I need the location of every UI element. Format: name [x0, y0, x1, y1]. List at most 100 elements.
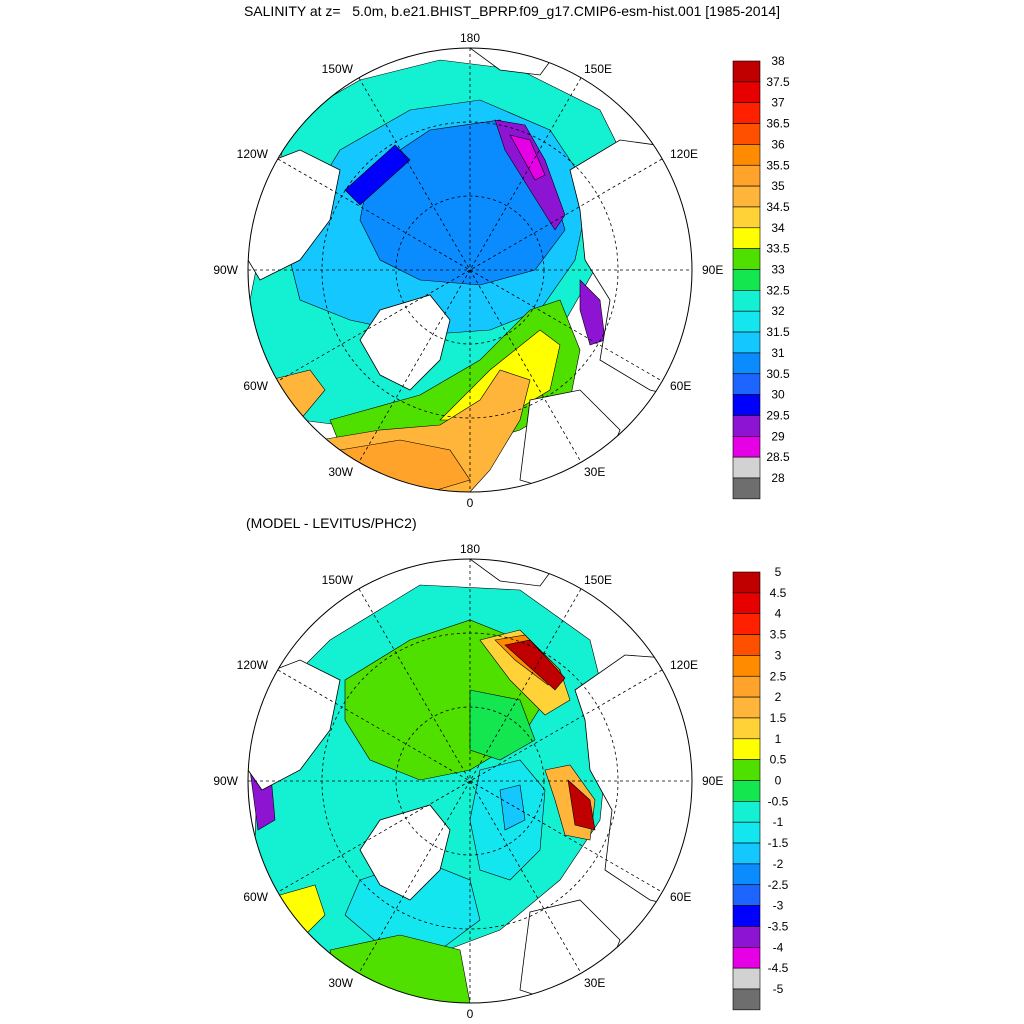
colorbar-swatch: [732, 613, 761, 635]
colorbar-swatch: [732, 780, 761, 802]
colorbar-swatch: [732, 655, 761, 677]
lon-label-180: 180: [460, 31, 480, 45]
colorbar-label: 29: [771, 429, 785, 443]
colorbar-label: 38: [771, 54, 785, 68]
colorbar-label: 0: [775, 774, 782, 788]
colorbar-swatch: [732, 696, 761, 719]
colorbar-label: 37.5: [766, 75, 790, 89]
lon-label-120w: 120W: [237, 658, 269, 672]
colorbar-swatch: [732, 675, 761, 698]
map-boundary-circle: [247, 558, 693, 1004]
colorbar-label: -4.5: [768, 961, 789, 975]
colorbar-label: 30.5: [766, 367, 790, 381]
colorbar-label: 32.5: [766, 283, 790, 297]
lon-label-60w: 60W: [243, 379, 268, 393]
difference-field: [248, 559, 692, 1003]
colorbar-swatch: [732, 123, 761, 145]
colorbar-label: 1: [775, 732, 782, 746]
colorbar-swatch: [732, 60, 761, 83]
colorbar-label: -5: [773, 982, 784, 996]
colorbar-swatch: [732, 310, 761, 333]
colorbar-label: 30: [771, 388, 785, 402]
lon-label-30w: 30W: [328, 976, 353, 990]
salinity-field: [248, 48, 692, 492]
colorbar-swatch: [732, 842, 761, 865]
colorbar-swatch: [732, 738, 761, 760]
lon-label-30e: 30E: [584, 465, 605, 479]
colorbar-label: 3.5: [770, 628, 787, 642]
colorbar-label: 2: [775, 690, 782, 704]
salinity-difference-map: 180 0 90W 90E 150W 120W 150E 120E 60W 30…: [213, 542, 788, 1021]
colorbar-swatch: [732, 248, 761, 270]
colorbar-label: 4: [775, 607, 782, 621]
colorbar-label: 3: [775, 648, 782, 662]
colorbar-swatch: [732, 884, 761, 906]
colorbar-swatch: [732, 435, 761, 458]
colorbar-swatch: [732, 331, 761, 354]
colorbar-label: -1: [773, 815, 784, 829]
colorbar-swatch: [732, 717, 761, 740]
colorbar-label: 5: [775, 565, 782, 579]
map-boundary-circle: [247, 47, 693, 493]
colorbar-swatch: [732, 185, 761, 208]
panel-subtitle: (MODEL - LEVITUS/PHC2): [246, 515, 417, 531]
lon-label-0: 0: [467, 496, 474, 510]
colorbar-label: 29.5: [766, 408, 790, 422]
lon-label-90e: 90E: [702, 774, 723, 788]
colorbar-label: 31.5: [766, 325, 790, 339]
colorbar-label: 34: [771, 221, 785, 235]
colorbar-swatch: [732, 269, 761, 291]
colorbar-label: 28: [771, 471, 785, 485]
colorbar-swatch: [732, 801, 761, 823]
colorbar-label: -4: [773, 940, 784, 954]
colorbar-swatch: [732, 571, 761, 594]
colorbar-label: -3: [773, 899, 784, 913]
colorbar-swatch: [732, 592, 761, 614]
colorbar-swatch: [732, 946, 761, 969]
colorbar-label: 1.5: [770, 711, 787, 725]
colorbar-swatch: [732, 456, 761, 479]
salinity-map: 180 0 90W 90E 150W 120W 150E 120E 60W 30…: [213, 31, 790, 510]
lon-label-150w: 150W: [322, 62, 354, 76]
colorbar-label: -0.5: [768, 794, 789, 808]
longitude-labels: 180 0 90W 90E 150W 120W 150E 120E 60W 30…: [213, 542, 723, 1021]
colorbar-swatch: [732, 144, 761, 166]
colorbar-swatch: [732, 206, 761, 229]
colorbar-label: 32: [771, 304, 785, 318]
salinity-colorbar: 38 37.5 37 36.5 36 35.5 35 34.5 34 33.5 33 32.5 32 31…: [732, 54, 790, 500]
colorbar-swatch: [732, 821, 761, 844]
lon-label-120e: 120E: [670, 147, 698, 161]
colorbar-swatch: [732, 415, 761, 437]
lon-label-120e: 120E: [670, 658, 698, 672]
colorbar-label: 2.5: [770, 669, 787, 683]
colorbar-swatch: [732, 227, 761, 249]
colorbar-swatch: [732, 759, 761, 781]
colorbar-label: 35.5: [766, 158, 790, 172]
figure-title: SALINITY at z= 5.0m, b.e21.BHIST_BPRP.f0…: [243, 3, 781, 19]
lon-label-90e: 90E: [702, 263, 723, 277]
colorbar-swatch: [732, 352, 761, 375]
lon-label-60e: 60E: [670, 890, 691, 904]
colorbar-label: -2.5: [768, 878, 789, 892]
colorbar-label: 34.5: [766, 200, 790, 214]
lon-label-30w: 30W: [328, 465, 353, 479]
colorbar-swatch: [732, 373, 761, 395]
lon-label-60w: 60W: [243, 890, 268, 904]
colorbar-swatch: [732, 988, 761, 1011]
lon-label-90w: 90W: [213, 263, 238, 277]
lon-label-120w: 120W: [237, 147, 269, 161]
lon-label-150e: 150E: [584, 62, 612, 76]
lon-label-60e: 60E: [670, 379, 691, 393]
colorbar-label: -2: [773, 857, 784, 871]
colorbar-label: 28.5: [766, 450, 790, 464]
colorbar-label: 36: [771, 137, 785, 151]
colorbar-label: 33: [771, 263, 785, 277]
lon-label-150w: 150W: [322, 573, 354, 587]
lon-label-30e: 30E: [584, 976, 605, 990]
colorbar-swatch: [732, 863, 761, 886]
colorbar-label: 37: [771, 96, 785, 110]
colorbar-swatch: [732, 926, 761, 948]
colorbar-label: 36.5: [766, 117, 790, 131]
colorbar-label: 33.5: [766, 242, 790, 256]
